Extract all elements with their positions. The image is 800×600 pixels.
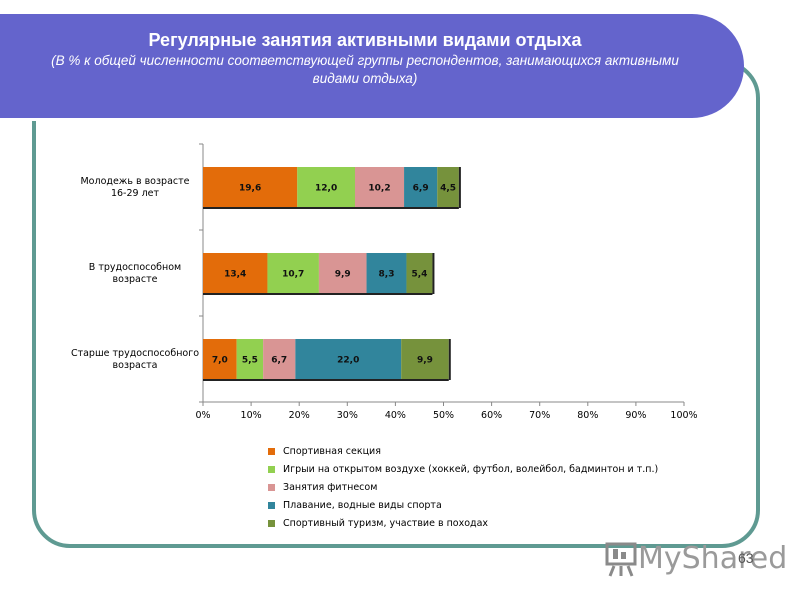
page-subtitle: (В % к общей численности соответствующей… [51, 53, 679, 86]
x-tick-label: 10% [241, 410, 262, 421]
bar-data-label: 6,7 [271, 356, 287, 366]
bar-data-label: 5,5 [242, 356, 258, 366]
presentation-board-icon [605, 542, 637, 577]
site-logo: MyShared [604, 536, 787, 580]
bar-segment [406, 253, 433, 293]
x-tick-label: 40% [385, 410, 406, 421]
bar-segment [295, 339, 402, 379]
bar-data-label: 13,4 [224, 270, 246, 280]
bar-data-label: 22,0 [337, 356, 359, 366]
x-tick-label: 30% [337, 410, 358, 421]
legend-item: Спортивный туризм, участвие в походах [268, 515, 488, 531]
bar-segment [203, 167, 298, 207]
bar-data-label: 6,9 [413, 184, 429, 194]
x-tick-label: 0% [195, 410, 210, 421]
category-label: В трудоспособном возрасте [89, 262, 181, 285]
bar-data-label: 8,3 [379, 270, 395, 280]
banner-underline [0, 118, 706, 121]
legend-label: Занятия фитнесом [283, 481, 378, 493]
bar-segment [297, 167, 355, 207]
legend-swatch [268, 501, 275, 509]
bar-segment [366, 253, 407, 293]
bar-segment [236, 339, 264, 379]
category-label: Молодежь в возрасте 16-29 лет [80, 176, 189, 199]
bar-segment [318, 253, 367, 293]
bar-segment [437, 167, 459, 207]
bar-data-label: 5,4 [411, 270, 427, 280]
legend-item: Занятия фитнесом [268, 479, 377, 495]
bar-segment [404, 167, 438, 207]
x-tick-label: 20% [289, 410, 310, 421]
x-tick-label: 70% [529, 410, 550, 421]
bar-segment [401, 339, 449, 379]
legend-label: Спортивный туризм, участвие в походах [283, 517, 489, 529]
bar-data-label: 7,0 [212, 356, 228, 366]
legend-label: Спортивная секция [283, 445, 381, 457]
legend-label: Игрыи на открытом воздухе (хоккей, футбо… [283, 463, 659, 475]
bar-segment [203, 253, 268, 293]
page-number: 63 [738, 550, 754, 566]
x-tick-label: 100% [670, 410, 697, 421]
bar-segment [267, 253, 319, 293]
bar-data-label: 4,5 [440, 184, 456, 194]
x-tick-label: 80% [577, 410, 598, 421]
bar-segment [354, 167, 405, 207]
bar-segment [263, 339, 296, 379]
legend-swatch [268, 447, 275, 455]
bar-data-label: 9,9 [417, 356, 433, 366]
slide-frame [32, 60, 760, 548]
legend-swatch [268, 519, 275, 527]
legend-item: Спортивная секция [268, 443, 381, 459]
bar-data-label: 9,9 [335, 270, 351, 280]
bar-data-label: 10,7 [282, 270, 304, 280]
legend-swatch [268, 483, 275, 491]
page-title: Регулярные занятия активными видами отды… [148, 30, 582, 50]
legend-swatch [268, 465, 275, 473]
bar-data-label: 12,0 [315, 184, 337, 194]
bar-data-label: 10,2 [368, 184, 390, 194]
legend-label: Плавание, водные виды спорта [283, 499, 442, 511]
x-tick-label: 90% [625, 410, 646, 421]
bar-segment [203, 339, 237, 379]
category-label: Старше трудоспособного возраста [71, 348, 199, 371]
legend-item: Игрыи на открытом воздухе (хоккей, футбо… [268, 461, 658, 477]
title-banner [0, 14, 744, 121]
bar-data-label: 19,6 [239, 184, 261, 194]
x-tick-label: 50% [433, 410, 454, 421]
x-tick-label: 60% [481, 410, 502, 421]
legend-item: Плавание, водные виды спорта [268, 497, 442, 513]
logo-text: MyShared [638, 540, 788, 576]
